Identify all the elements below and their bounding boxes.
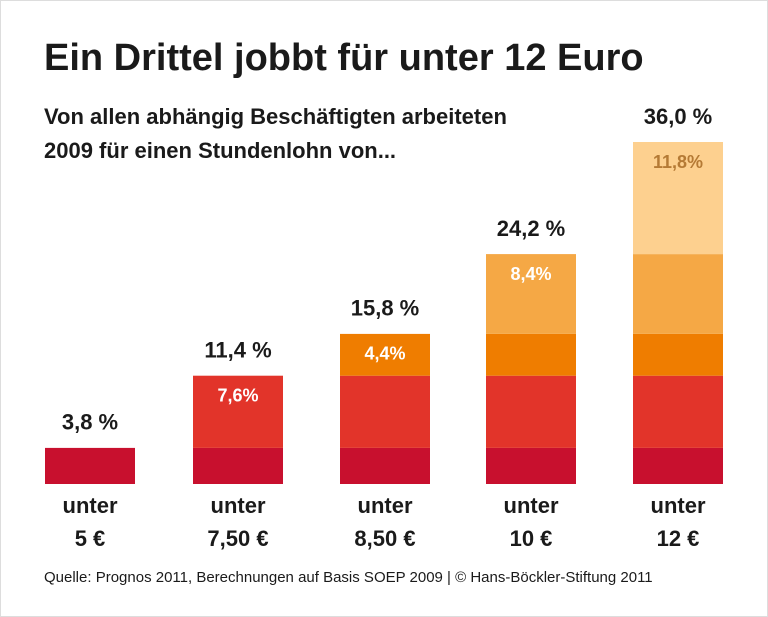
x-tick-label: 10 € — [510, 526, 553, 551]
bar-segment — [486, 447, 576, 484]
x-tick-label: unter — [211, 493, 266, 518]
x-tick-label: unter — [504, 493, 559, 518]
bar-segment — [340, 447, 430, 484]
total-label: 36,0 % — [644, 104, 713, 129]
bar-segment — [45, 447, 135, 484]
total-label: 15,8 % — [351, 296, 420, 321]
bar-segment — [340, 375, 430, 448]
subtitle: 2009 für einen Stundenlohn von... — [44, 138, 396, 163]
bar-segment — [193, 447, 283, 484]
segment-label: 8,4% — [510, 264, 551, 284]
x-tick-label: 7,50 € — [207, 526, 268, 551]
bar-segment — [633, 447, 723, 484]
bar-segment — [633, 375, 723, 448]
x-tick-label: unter — [63, 493, 118, 518]
source: Quelle: Prognos 2011, Berechnungen auf B… — [44, 569, 653, 586]
x-tick-label: 12 € — [657, 526, 700, 551]
bar-segment — [633, 254, 723, 334]
total-label: 11,4 % — [204, 338, 271, 363]
bar-segment — [633, 333, 723, 376]
chart-title: Ein Drittel jobbt für unter 12 Euro — [44, 37, 644, 79]
segment-label: 4,4% — [364, 344, 405, 364]
bar-segment — [340, 333, 430, 376]
total-label: 24,2 % — [497, 216, 566, 241]
bar-segment — [486, 254, 576, 334]
x-tick-label: unter — [358, 493, 413, 518]
bar-segment — [193, 375, 283, 448]
x-tick-label: 5 € — [75, 526, 106, 551]
subtitle: Von allen abhängig Beschäftigten arbeite… — [44, 104, 507, 129]
x-tick-label: unter — [651, 493, 706, 518]
bar-segment — [486, 333, 576, 376]
total-label: 3,8 % — [62, 410, 118, 435]
segment-label: 7,6% — [217, 385, 258, 405]
x-tick-label: 8,50 € — [354, 526, 415, 551]
segment-label: 11,8% — [653, 152, 703, 172]
bar-segment — [486, 375, 576, 448]
bar-segment — [633, 142, 723, 255]
